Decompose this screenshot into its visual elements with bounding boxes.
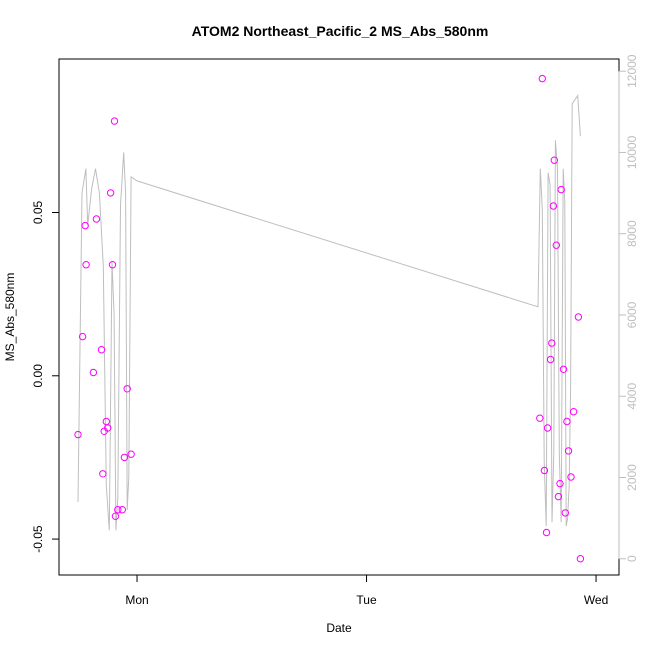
scatter-point-6 (92, 215, 101, 223)
scatter-point-11 (104, 424, 112, 432)
scatter-point-23 (540, 466, 549, 475)
y-tick-label-1: 0.00 (31, 364, 45, 388)
scatter-point-21 (536, 414, 544, 422)
scatter-point-7 (97, 346, 106, 354)
scatter-point-22 (538, 74, 546, 83)
x-tick-label-mon: Mon (125, 593, 148, 607)
y-axis-title: MS_Abs_580nm (3, 273, 17, 362)
scatter-point-24 (542, 528, 551, 537)
scatter-point-12 (106, 189, 115, 197)
scatter-point-34 (559, 365, 568, 373)
scatter-point-8 (99, 470, 107, 478)
y-axis-left: -0.05 0.00 0.05 (31, 200, 60, 553)
x-axis-title: Date (326, 621, 352, 635)
scatter-point-18 (120, 453, 129, 462)
scatter-point-25 (543, 424, 552, 432)
y-tick-label-0: -0.05 (31, 525, 45, 553)
scatter-point-17 (118, 506, 127, 514)
y2-tick-label-4: 8000 (625, 220, 639, 247)
y-axis-right: 0 2000 4000 6000 8000 10000 12000 (618, 54, 639, 562)
chart-title: ATOM2 Northeast_Pacific_2 MS_Abs_580nm (192, 23, 489, 39)
scatter-point-20 (127, 450, 135, 458)
line-series-group (77, 94, 581, 531)
scatter-point-32 (556, 479, 564, 488)
scatter-point-19 (123, 385, 131, 393)
scatter-point-31 (554, 492, 563, 501)
scatter-point-37 (564, 447, 573, 455)
scatter-point-3 (81, 221, 89, 230)
scatter-point-40 (574, 313, 583, 321)
y2-tick-label-1: 2000 (625, 464, 639, 491)
scatter-point-10 (102, 417, 111, 426)
scatter-point-41 (576, 555, 585, 563)
x-tick-label-tue: Tue (356, 593, 377, 607)
y2-tick-label-0: 0 (625, 555, 639, 562)
scatter-point-1 (74, 430, 82, 439)
x-tick-label-wed: Wed (584, 593, 608, 607)
scatter-points-group (74, 74, 585, 563)
scatter-point-33 (557, 185, 565, 194)
scatter-point-15 (111, 512, 120, 520)
scatter-point-4 (82, 261, 90, 269)
scatter-point-26 (546, 355, 555, 364)
scatter-point-35 (561, 509, 569, 517)
scatter-point-27 (548, 339, 556, 347)
x-axis: Mon Tue Wed (125, 574, 608, 607)
right-axis-line-series (77, 94, 581, 531)
scatter-point-29 (550, 156, 558, 164)
scatter-point-5 (89, 368, 98, 377)
scatter-point-38 (567, 473, 575, 481)
scatter-point-2 (78, 332, 87, 341)
scatter-point-28 (549, 202, 558, 210)
scatter-point-13 (108, 261, 117, 269)
scatter-point-36 (563, 417, 571, 426)
scatter-point-14 (110, 117, 119, 125)
y2-tick-label-5: 10000 (625, 135, 639, 169)
plot-box (58, 58, 620, 576)
y2-tick-label-3: 6000 (625, 301, 639, 328)
scatter-point-16 (114, 506, 122, 514)
y-tick-label-2: 0.05 (31, 200, 45, 224)
scatter-point-39 (569, 408, 578, 416)
scatter-point-30 (552, 241, 560, 249)
y2-tick-label-6: 12000 (625, 54, 639, 88)
y2-tick-label-2: 4000 (625, 383, 639, 410)
